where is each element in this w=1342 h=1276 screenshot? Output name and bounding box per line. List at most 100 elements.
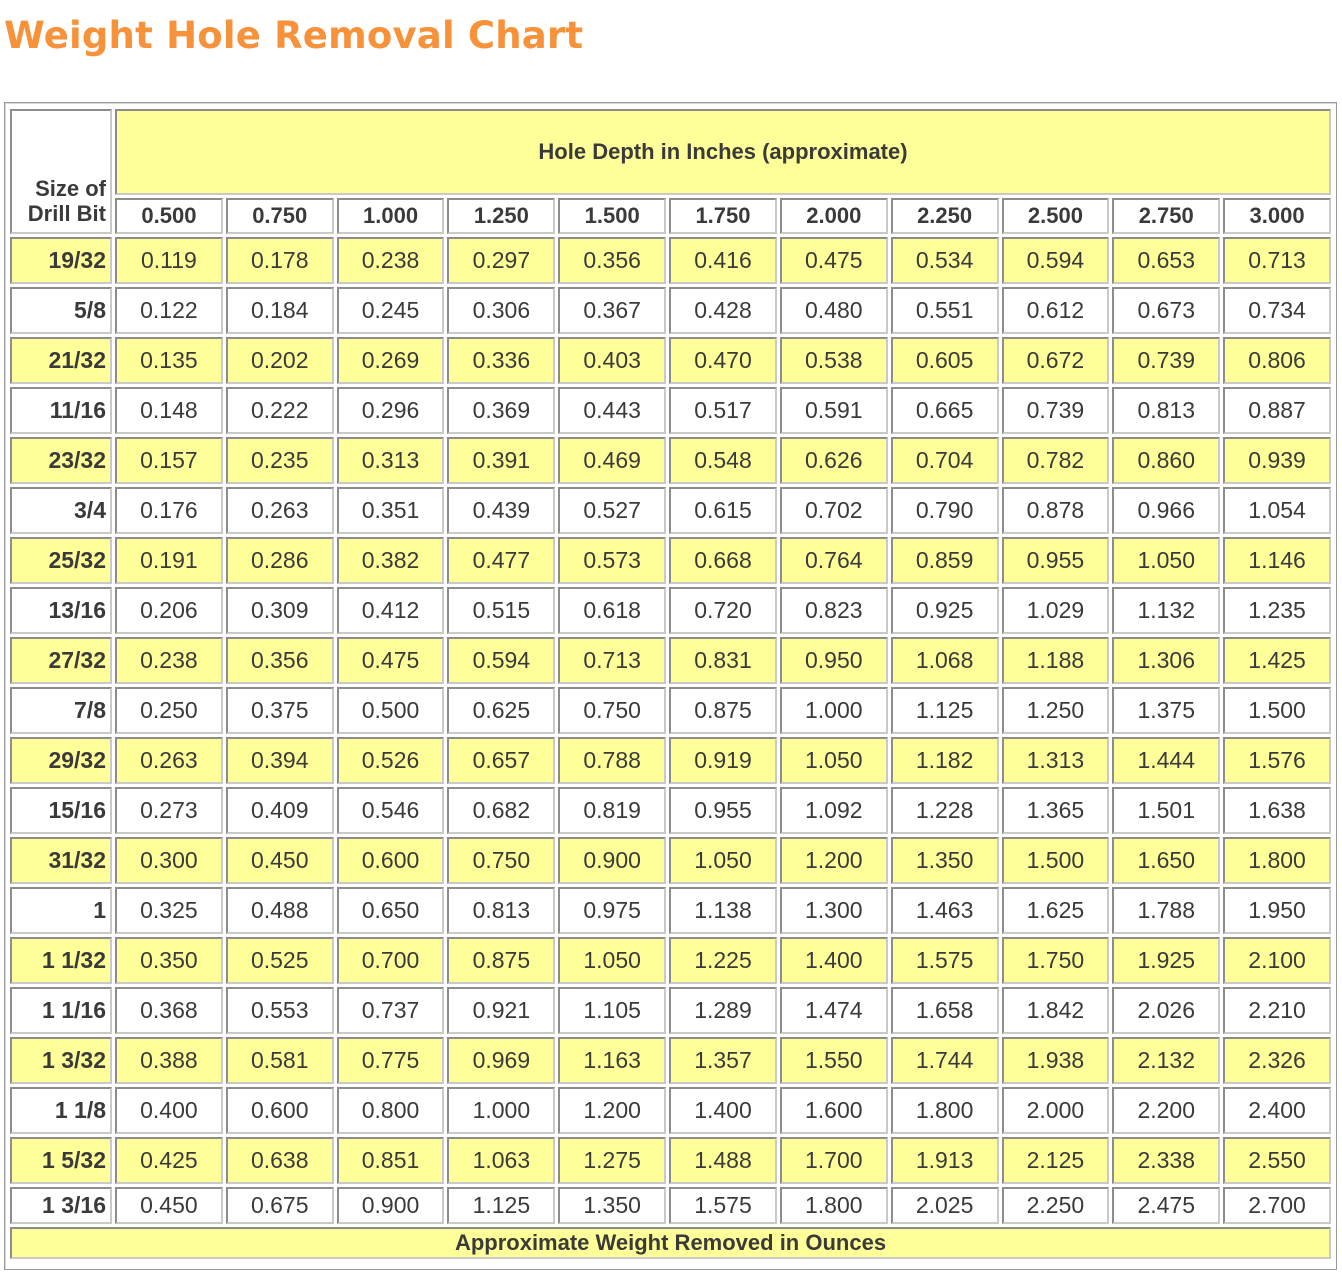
depth-column-header: 1.750: [669, 198, 777, 234]
weight-cell: 0.672: [1001, 337, 1110, 384]
weight-cell: 0.819: [558, 787, 667, 834]
weight-cell: 0.300: [115, 837, 223, 884]
weight-cell: 0.202: [225, 337, 334, 384]
weight-cell: 2.326: [1223, 1037, 1331, 1084]
weight-cell: 1.188: [1001, 637, 1110, 684]
weight-cell: 2.025: [890, 1187, 999, 1224]
weight-cell: 2.100: [1223, 937, 1331, 984]
weight-cell: 0.668: [669, 537, 777, 584]
table-row: 1 1/32 0.350 0.525 0.700 0.875 1.050 1.225 1.40…: [10, 937, 1331, 984]
weight-cell: 1.938: [1001, 1037, 1110, 1084]
weight-cell: 0.450: [225, 837, 334, 884]
drill-bit-size: 19/32: [10, 237, 112, 284]
weight-cell: 0.638: [225, 1137, 334, 1184]
weight-cell: 2.700: [1223, 1187, 1331, 1224]
weight-cell: 0.309: [225, 587, 334, 634]
weight-cell: 1.600: [779, 1087, 888, 1134]
hole-depth-header: Hole Depth in Inches (approximate): [115, 109, 1331, 195]
depth-columns-row: 0.500 0.750 1.000 1.250 1.500 1.750 2.000 2.250…: [10, 198, 1331, 234]
table-row: 29/32 0.263 0.394 0.526 0.657 0.788 0.919 1.050…: [10, 737, 1331, 784]
weight-cell: 1.400: [669, 1087, 777, 1134]
weight-cell: 0.878: [1001, 487, 1110, 534]
table-row: 1 3/32 0.388 0.581 0.775 0.969 1.163 1.357 1.55…: [10, 1037, 1331, 1084]
weight-cell: 0.122: [115, 287, 223, 334]
corner-label-line1: Size of: [35, 176, 106, 201]
weight-cell: 0.955: [669, 787, 777, 834]
weight-cell: 1.063: [447, 1137, 556, 1184]
drill-bit-size: 27/32: [10, 637, 112, 684]
weight-cell: 0.713: [558, 637, 667, 684]
weight-cell: 0.176: [115, 487, 223, 534]
weight-cell: 0.813: [1112, 387, 1221, 434]
drill-bit-size: 1 3/32: [10, 1037, 112, 1084]
weight-cell: 0.859: [890, 537, 999, 584]
weight-cell: 0.921: [447, 987, 556, 1034]
page-title: Weight Hole Removal Chart: [4, 14, 584, 57]
weight-cell: 0.955: [1001, 537, 1110, 584]
weight-cell: 0.739: [1001, 387, 1110, 434]
weight-cell: 0.238: [115, 637, 223, 684]
weight-cell: 0.790: [890, 487, 999, 534]
drill-bit-size: 1 1/16: [10, 987, 112, 1034]
weight-cell: 0.626: [779, 437, 888, 484]
weight-cell: 0.800: [336, 1087, 445, 1134]
drill-bit-size: 1 1/8: [10, 1087, 112, 1134]
weight-cell: 0.581: [225, 1037, 334, 1084]
weight-cell: 1.306: [1112, 637, 1221, 684]
weight-cell: 0.469: [558, 437, 667, 484]
weight-cell: 0.500: [336, 687, 445, 734]
table-row: 5/8 0.122 0.184 0.245 0.306 0.367 0.428 0.480 0.…: [10, 287, 1331, 334]
weight-cell: 1.138: [669, 887, 777, 934]
weight-cell: 0.700: [336, 937, 445, 984]
weight-cell: 1.463: [890, 887, 999, 934]
drill-bit-size: 1: [10, 887, 112, 934]
weight-cell: 2.338: [1112, 1137, 1221, 1184]
weight-cell: 0.409: [225, 787, 334, 834]
weight-cell: 0.375: [225, 687, 334, 734]
weight-cell: 0.470: [669, 337, 777, 384]
weight-cell: 1.289: [669, 987, 777, 1034]
weight-cell: 0.416: [669, 237, 777, 284]
weight-cell: 0.403: [558, 337, 667, 384]
weight-cell: 1.400: [779, 937, 888, 984]
weight-cell: 0.615: [669, 487, 777, 534]
weight-cell: 0.356: [225, 637, 334, 684]
corner-label-line2: Drill Bit: [27, 201, 106, 226]
weight-cell: 0.702: [779, 487, 888, 534]
weight-cell: 1.050: [1112, 537, 1221, 584]
depth-column-header: 3.000: [1223, 198, 1331, 234]
weight-cell: 0.477: [447, 537, 556, 584]
weight-cell: 1.650: [1112, 837, 1221, 884]
weight-cell: 0.178: [225, 237, 334, 284]
weight-cell: 0.673: [1112, 287, 1221, 334]
weight-cell: 1.050: [779, 737, 888, 784]
weight-cell: 0.382: [336, 537, 445, 584]
weight-cell: 0.488: [225, 887, 334, 934]
weight-cell: 0.594: [447, 637, 556, 684]
weight-cell: 0.782: [1001, 437, 1110, 484]
weight-cell: 0.737: [336, 987, 445, 1034]
weight-cell: 1.800: [1223, 837, 1331, 884]
weight-cell: 0.750: [558, 687, 667, 734]
weight-cell: 0.480: [779, 287, 888, 334]
weight-cell: 0.269: [336, 337, 445, 384]
weight-cell: 0.119: [115, 237, 223, 284]
table-body: 19/32 0.119 0.178 0.238 0.297 0.356 0.416 0.475…: [10, 237, 1331, 1224]
weight-cell: 1.350: [890, 837, 999, 884]
weight-cell: 0.548: [669, 437, 777, 484]
weight-cell: 1.950: [1223, 887, 1331, 934]
weight-cell: 0.966: [1112, 487, 1221, 534]
weight-cell: 0.739: [1112, 337, 1221, 384]
weight-cell: 0.538: [779, 337, 888, 384]
drill-bit-size: 29/32: [10, 737, 112, 784]
drill-bit-size: 11/16: [10, 387, 112, 434]
weight-cell: 1.576: [1223, 737, 1331, 784]
weight-cell: 0.350: [115, 937, 223, 984]
weight-cell: 0.625: [447, 687, 556, 734]
weight-cell: 0.591: [779, 387, 888, 434]
weight-cell: 0.594: [1001, 237, 1110, 284]
weight-cell: 0.157: [115, 437, 223, 484]
weight-cell: 1.225: [669, 937, 777, 984]
weight-cell: 0.391: [447, 437, 556, 484]
weight-cell: 0.788: [558, 737, 667, 784]
